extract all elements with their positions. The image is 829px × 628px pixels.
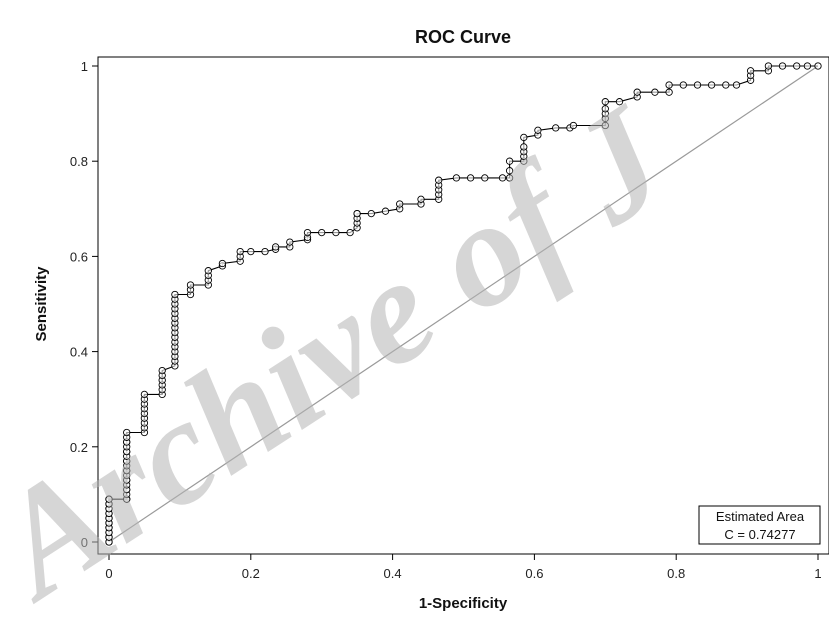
roc-point	[186, 281, 195, 289]
roc-point	[633, 88, 641, 96]
x-tick-label: 0.4	[384, 566, 402, 581]
roc-point	[569, 121, 578, 130]
roc-point	[732, 81, 741, 89]
roc-point	[601, 105, 609, 113]
roc-point	[615, 98, 624, 106]
roc-point	[520, 143, 528, 151]
roc-point	[651, 88, 659, 96]
roc-point	[665, 81, 673, 89]
y-tick-label: 0.8	[70, 154, 88, 169]
roc-point	[505, 157, 514, 165]
x-axis-label: 1-Specificity	[419, 595, 508, 612]
roc-point	[367, 209, 375, 218]
estimated-area-label: Estimated Area	[716, 509, 805, 524]
x-tick-label: 0.2	[242, 566, 260, 581]
roc-point	[466, 174, 475, 182]
roc-point	[534, 126, 542, 134]
roc-point	[247, 247, 255, 256]
roc-point	[520, 133, 528, 142]
roc-point	[140, 390, 149, 399]
roc-point	[346, 228, 354, 237]
roc-point	[665, 88, 673, 96]
estimated-area-value: C = 0.74277	[724, 527, 795, 542]
roc-point	[764, 62, 773, 70]
y-tick-label: 0	[81, 535, 88, 550]
y-tick-label: 0.2	[70, 440, 88, 455]
roc-point	[123, 428, 131, 437]
roc-point	[417, 195, 425, 203]
roc-point	[396, 200, 404, 208]
roc-point	[505, 167, 514, 175]
roc-point	[778, 62, 787, 70]
x-tick-label: 0	[105, 566, 112, 581]
roc-point	[746, 67, 755, 75]
roc-point	[381, 207, 390, 215]
x-axis: 0 0.2 0.4 0.6 0.8 1	[105, 554, 822, 581]
roc-point	[236, 247, 244, 256]
y-tick-label: 1	[81, 59, 88, 74]
chart-title: ROC Curve	[415, 27, 511, 47]
roc-point	[435, 176, 443, 184]
roc-point	[105, 495, 113, 503]
roc-point	[498, 174, 507, 182]
roc-point	[218, 259, 227, 268]
roc-point	[271, 243, 280, 251]
roc-point	[204, 267, 212, 275]
roc-point	[452, 174, 461, 182]
estimated-area-box: Estimated Area C = 0.74277	[698, 505, 821, 545]
roc-point	[601, 121, 609, 130]
roc-point	[814, 62, 822, 70]
roc-point	[303, 228, 312, 237]
y-tick-label: 0.6	[70, 249, 88, 264]
roc-point	[353, 209, 361, 218]
roc-point	[481, 174, 489, 182]
roc-point	[722, 81, 730, 89]
y-axis-label: Sensitivity	[33, 266, 50, 342]
roc-point	[803, 62, 812, 70]
roc-point	[505, 174, 514, 182]
reference-diagonal	[108, 65, 819, 543]
x-tick-label: 0.8	[667, 566, 685, 581]
x-tick-label: 0.6	[525, 566, 543, 581]
roc-point	[793, 62, 801, 70]
roc-point	[693, 81, 702, 89]
roc-points	[105, 62, 822, 546]
roc-point	[261, 247, 269, 256]
roc-point	[171, 290, 179, 299]
roc-point	[679, 81, 687, 89]
roc-point	[552, 124, 560, 132]
x-tick-label: 1	[814, 566, 821, 581]
roc-point	[286, 238, 294, 246]
y-axis: 0 0.2 0.4 0.6 0.8 1	[70, 59, 98, 550]
roc-point	[318, 228, 326, 237]
roc-point	[707, 81, 716, 89]
y-tick-label: 0.4	[70, 345, 88, 360]
roc-point	[158, 366, 166, 375]
roc-point	[332, 228, 340, 237]
roc-point	[601, 98, 609, 106]
